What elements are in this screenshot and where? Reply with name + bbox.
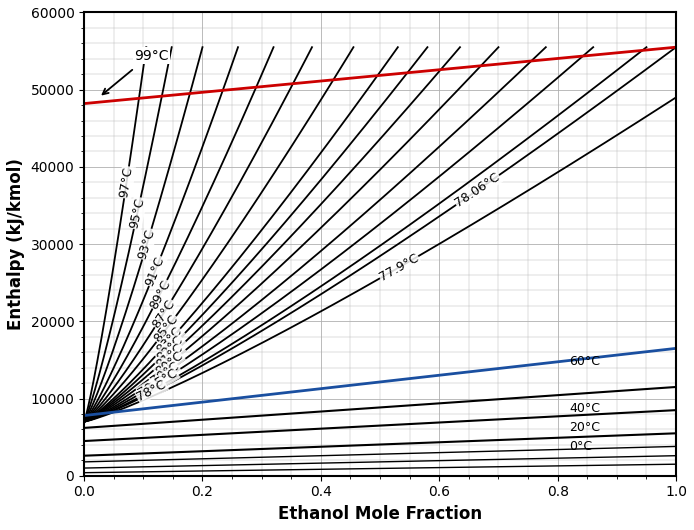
Text: 80°C: 80°C [153, 349, 185, 378]
Text: 91°C: 91°C [143, 254, 167, 288]
Text: 78.06°C: 78.06°C [452, 171, 502, 210]
Text: 99°C: 99°C [135, 49, 169, 63]
Text: 85°C: 85°C [151, 313, 181, 346]
Text: 79°C: 79°C [148, 360, 181, 388]
Text: 77.9°C: 77.9°C [378, 251, 421, 284]
Text: 20°C: 20°C [570, 421, 600, 434]
Text: 40°C: 40°C [570, 402, 600, 416]
Text: 95°C: 95°C [128, 197, 147, 230]
Text: 82°C: 82°C [154, 333, 185, 364]
Text: 78°C: 78°C [135, 378, 169, 404]
Text: 78.5°C: 78.5°C [136, 366, 180, 400]
Y-axis label: Enthalpy (kJ/kmol): Enthalpy (kJ/kmol) [7, 158, 25, 330]
Text: 93°C: 93°C [136, 227, 158, 261]
Text: 0°C: 0°C [570, 439, 593, 453]
Text: 81°C: 81°C [153, 341, 185, 371]
X-axis label: Ethanol Mole Fraction: Ethanol Mole Fraction [278, 505, 482, 523]
Text: 60°C: 60°C [570, 355, 600, 368]
Text: 83°C: 83°C [154, 325, 185, 357]
Text: 97°C: 97°C [118, 166, 135, 199]
Text: 89°C: 89°C [147, 278, 173, 311]
Text: 87°C: 87°C [149, 297, 177, 330]
